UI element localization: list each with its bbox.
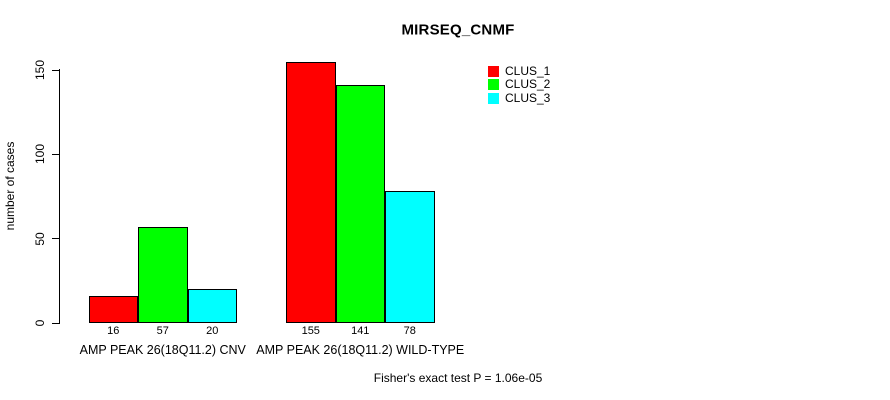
- bar-clus_2-group1: [138, 226, 188, 323]
- y-tick-label: 150: [33, 59, 47, 81]
- y-tick: [52, 238, 59, 240]
- y-tick: [52, 69, 59, 71]
- y-tick-label: 100: [33, 144, 47, 165]
- bar-clus_1-group2: [286, 61, 336, 323]
- x-category-label: AMP PEAK 26(18Q11.2) CNV: [79, 343, 246, 357]
- bar-value-label: 57: [156, 325, 169, 337]
- bar-value-label: 16: [107, 325, 120, 337]
- bar-clus_3-group2: [385, 191, 435, 323]
- legend-label: CLUS_2: [505, 77, 551, 92]
- y-tick-label: 0: [33, 319, 47, 327]
- bar-value-label: 141: [351, 325, 370, 337]
- y-tick: [52, 322, 59, 324]
- y-axis-label: number of cases: [3, 141, 17, 231]
- legend-item-clus_2: CLUS_2: [488, 78, 550, 91]
- bar-value-label: 78: [403, 325, 416, 337]
- bar-value-label: 155: [301, 325, 320, 337]
- chart-title: MIRSEQ_CNMF: [401, 21, 515, 39]
- legend-swatch-clus_3: [488, 92, 499, 104]
- x-category-label: AMP PEAK 26(18Q11.2) WILD-TYPE: [256, 343, 465, 357]
- bar-clus_1-group1: [88, 296, 138, 323]
- legend-label: CLUS_1: [505, 64, 551, 79]
- bar-clus_2-group2: [335, 85, 385, 323]
- y-tick: [52, 153, 59, 155]
- legend-swatch-clus_1: [488, 66, 499, 78]
- legend: CLUS_1 CLUS_2 CLUS_3: [488, 65, 550, 105]
- legend-item-clus_3: CLUS_3: [488, 90, 551, 105]
- bar-clus_3-group1: [187, 289, 237, 323]
- legend-label: CLUS_3: [505, 90, 551, 105]
- bar-value-label: 20: [206, 325, 219, 337]
- y-axis-line: [59, 69, 60, 324]
- y-tick-label: 50: [33, 231, 47, 246]
- annotation-text: Fisher's exact test P = 1.06e-05: [373, 371, 543, 385]
- legend-swatch-clus_2: [488, 79, 499, 91]
- legend-item-clus_1: CLUS_1: [488, 65, 550, 78]
